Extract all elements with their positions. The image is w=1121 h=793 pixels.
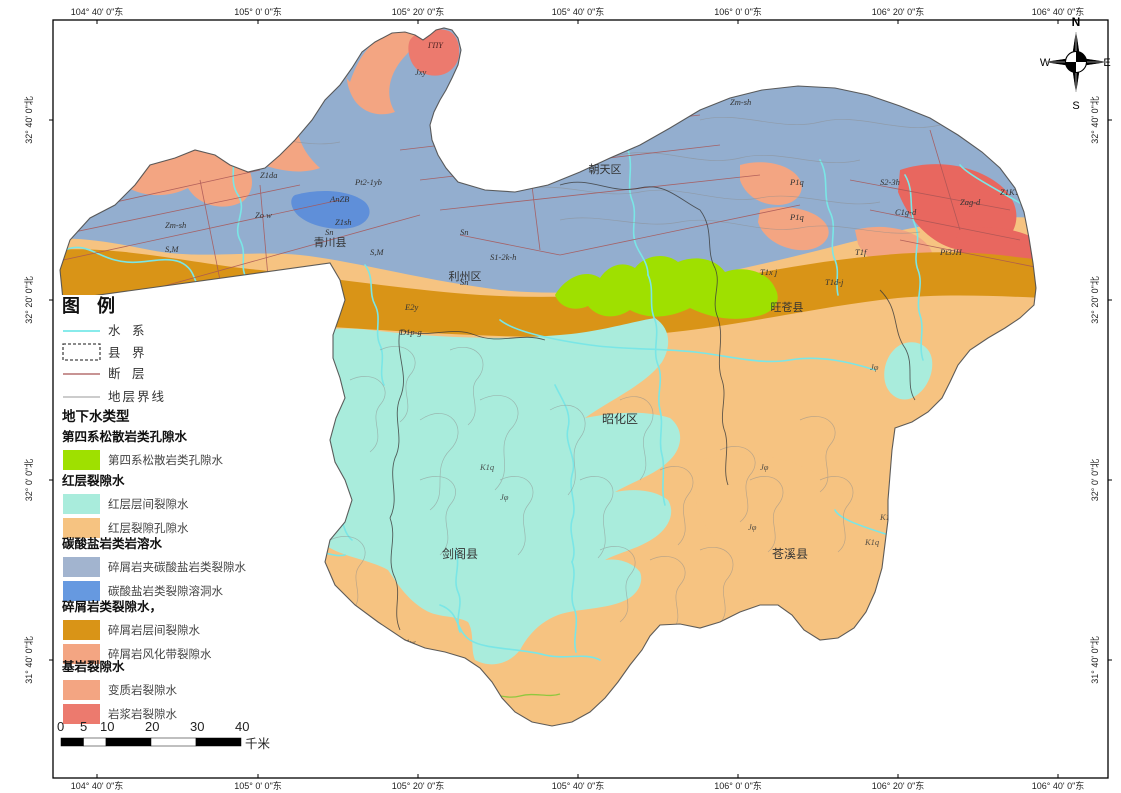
svg-text:20: 20 (145, 719, 159, 734)
svg-text:碎屑岩夹碳酸盐岩类裂隙水: 碎屑岩夹碳酸盐岩类裂隙水 (108, 560, 246, 574)
svg-text:K1q: K1q (479, 462, 495, 472)
svg-text:图 例: 图 例 (62, 295, 121, 316)
svg-text:Sn: Sn (460, 227, 469, 237)
svg-text:P1q: P1q (789, 212, 804, 222)
svg-text:C1g-d: C1g-d (895, 207, 917, 217)
svg-text:红层裂隙水: 红层裂隙水 (62, 473, 125, 488)
svg-text:T1d-j: T1d-j (825, 277, 844, 287)
svg-text:Z1sh: Z1sh (335, 217, 352, 227)
svg-text:P1q: P1q (789, 177, 804, 187)
svg-text:W: W (1040, 57, 1051, 69)
svg-text:县 界: 县 界 (108, 346, 148, 360)
svg-text:T1f: T1f (855, 247, 868, 257)
svg-text:变质岩裂隙水: 变质岩裂隙水 (108, 683, 177, 697)
svg-text:水 系: 水 系 (108, 324, 148, 338)
svg-text:旺苍县: 旺苍县 (771, 301, 804, 314)
svg-text:105° 0' 0"东: 105° 0' 0"东 (234, 780, 282, 791)
svg-text:Zm-sh: Zm-sh (165, 220, 186, 230)
svg-text:S: S (1072, 100, 1079, 112)
svg-text:Sn: Sn (325, 227, 334, 237)
svg-text:S2-3h: S2-3h (880, 177, 900, 187)
svg-text:Pt3JH: Pt3JH (939, 247, 963, 257)
svg-text:断 层: 断 层 (108, 366, 148, 381)
svg-text:碎屑岩层间裂隙水: 碎屑岩层间裂隙水 (108, 623, 200, 637)
svg-text:106° 20' 0"东: 106° 20' 0"东 (872, 6, 925, 17)
svg-text:苍溪县: 苍溪县 (772, 547, 808, 561)
svg-text:106° 20' 0"东: 106° 20' 0"东 (872, 780, 925, 791)
svg-text:30: 30 (190, 719, 204, 734)
svg-text:基岩裂隙水: 基岩裂隙水 (61, 659, 125, 674)
svg-text:106° 0' 0"东: 106° 0' 0"东 (714, 6, 762, 17)
svg-text:青川县: 青川县 (314, 236, 347, 249)
svg-text:S,M: S,M (370, 247, 384, 257)
svg-text:T1x j: T1x j (760, 267, 778, 277)
svg-text:AnZB: AnZB (329, 194, 349, 204)
svg-text:105° 40' 0"东: 105° 40' 0"东 (552, 6, 605, 17)
svg-text:S1-2k-h: S1-2k-h (490, 252, 516, 262)
svg-text:Zo w: Zo w (255, 210, 272, 220)
svg-text:5: 5 (80, 719, 87, 734)
svg-text:地层界线: 地层界线 (108, 390, 166, 404)
svg-text:Pt2-1yb: Pt2-1yb (354, 177, 382, 187)
svg-text:Jφ: Jφ (760, 462, 769, 472)
svg-text:10: 10 (100, 719, 114, 734)
svg-text:红层层间裂隙水: 红层层间裂隙水 (108, 497, 189, 511)
svg-text:剑阁县: 剑阁县 (442, 546, 478, 561)
svg-text:104° 40' 0"东: 104° 40' 0"东 (71, 6, 124, 17)
svg-text:第四系松散岩类孔隙水: 第四系松散岩类孔隙水 (108, 453, 223, 467)
svg-text:32° 40' 0"北: 32° 40' 0"北 (24, 96, 34, 144)
svg-text:31° 40' 0"北: 31° 40' 0"北 (1090, 636, 1100, 684)
svg-text:朝天区: 朝天区 (589, 163, 622, 176)
svg-text:106° 0' 0"东: 106° 0' 0"东 (714, 780, 762, 791)
svg-text:Zm-sh: Zm-sh (730, 97, 751, 107)
svg-text:岩浆岩裂隙水: 岩浆岩裂隙水 (108, 707, 177, 721)
svg-text:Jxy: Jxy (415, 67, 427, 77)
svg-text:E: E (1103, 57, 1110, 69)
svg-text:105° 20' 0"东: 105° 20' 0"东 (392, 6, 445, 17)
svg-text:Zag-d: Zag-d (960, 197, 981, 207)
svg-text:Jφ: Jφ (500, 492, 509, 502)
svg-text:32° 20' 0"北: 32° 20' 0"北 (24, 276, 34, 324)
svg-text:D1p-g: D1p-g (399, 327, 422, 337)
svg-text:红层裂隙孔隙水: 红层裂隙孔隙水 (108, 521, 189, 535)
svg-text:31° 40' 0"北: 31° 40' 0"北 (24, 636, 34, 684)
svg-text:昭化区: 昭化区 (602, 412, 638, 426)
svg-text:0: 0 (57, 719, 64, 734)
svg-text:Jφ: Jφ (870, 362, 879, 372)
svg-text:105° 0' 0"东: 105° 0' 0"东 (234, 6, 282, 17)
svg-text:32° 0' 0"北: 32° 0' 0"北 (24, 459, 34, 502)
svg-text:104° 40' 0"东: 104° 40' 0"东 (71, 780, 124, 791)
svg-text:Z1da: Z1da (260, 170, 277, 180)
svg-text:40: 40 (235, 719, 249, 734)
svg-text:利州区: 利州区 (449, 270, 482, 283)
svg-text:碎屑岩类裂隙水，: 碎屑岩类裂隙水， (62, 599, 162, 614)
svg-text:碳酸盐岩类裂隙溶洞水: 碳酸盐岩类裂隙溶洞水 (108, 584, 223, 598)
svg-text:地下水类型: 地下水类型 (62, 408, 130, 424)
svg-text:Jφ: Jφ (748, 522, 757, 532)
svg-text:S,M: S,M (165, 244, 179, 254)
svg-text:碳酸盐岩类岩溶水: 碳酸盐岩类岩溶水 (62, 536, 163, 551)
svg-text:ΓΠΥ: ΓΠΥ (427, 41, 444, 50)
svg-text:32° 0' 0"北: 32° 0' 0"北 (1090, 459, 1100, 502)
svg-text:第四系松散岩类孔隙水: 第四系松散岩类孔隙水 (62, 429, 188, 444)
svg-text:105° 20' 0"东: 105° 20' 0"东 (392, 780, 445, 791)
svg-text:N: N (1072, 15, 1081, 29)
svg-text:E2y: E2y (404, 302, 418, 312)
svg-text:32° 40' 0"北: 32° 40' 0"北 (1090, 96, 1100, 144)
svg-text:K1q: K1q (864, 537, 880, 547)
svg-text:千米: 千米 (245, 737, 271, 751)
svg-text:碎屑岩风化带裂隙水: 碎屑岩风化带裂隙水 (108, 647, 212, 661)
svg-text:32° 20' 0"北: 32° 20' 0"北 (1090, 276, 1100, 324)
svg-text:106° 40' 0"东: 106° 40' 0"东 (1032, 780, 1085, 791)
svg-text:105° 40' 0"东: 105° 40' 0"东 (552, 780, 605, 791)
